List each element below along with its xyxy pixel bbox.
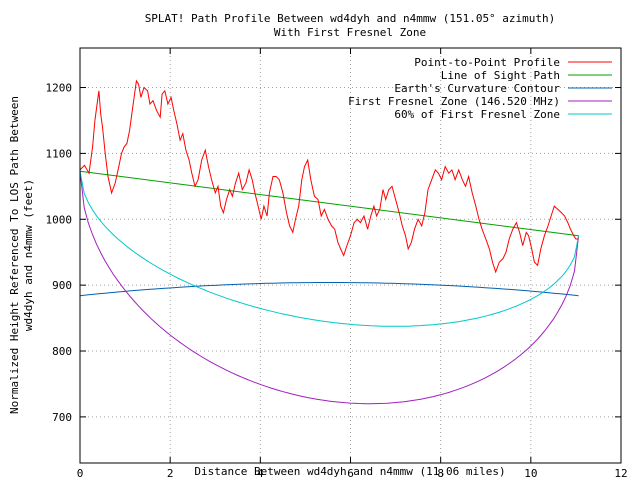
chart-title: SPLAT! Path Profile Between wd4dyh and n… xyxy=(145,12,556,25)
plot-series xyxy=(79,79,580,405)
x-tick-label: 8 xyxy=(437,467,444,480)
y-tick-label: 1100 xyxy=(46,147,73,160)
y-tick-label: 900 xyxy=(52,279,72,292)
legend-label-2: Earth's Curvature Contour xyxy=(394,82,560,95)
series-line-2 xyxy=(79,282,579,297)
x-tick-label: 4 xyxy=(257,467,264,480)
legend-label-3: First Fresnel Zone (146.520 MHz) xyxy=(348,95,560,108)
x-tick-label: 6 xyxy=(347,467,354,480)
y-tick-label: 1000 xyxy=(46,213,73,226)
axis-ticks: 0 2 4 6 8 10 12 700 800 900 1000 1100 1200 xyxy=(46,48,628,480)
series-line-4 xyxy=(79,171,580,327)
y-tick-label: 700 xyxy=(52,411,72,424)
legend-label-0: Point-to-Point Profile xyxy=(414,56,560,69)
chart-subtitle: With First Fresnel Zone xyxy=(274,26,426,39)
plot-frame xyxy=(79,47,622,464)
x-tick-label: 2 xyxy=(167,467,174,480)
x-axis-label: Distance Between wd4dyh and n4mmw (11.06… xyxy=(194,465,505,478)
legend-label-4: 60% of First Fresnel Zone xyxy=(394,108,560,121)
y-tick-label: 1200 xyxy=(46,82,73,95)
legend-label-1: Line of Sight Path xyxy=(441,69,560,82)
x-tick-label: 12 xyxy=(614,467,627,480)
series-line-3 xyxy=(79,171,580,405)
x-tick-label: 0 xyxy=(77,467,84,480)
series-line-1 xyxy=(79,170,579,237)
series-line-0 xyxy=(79,79,579,274)
y-axis-label-line2: wd4dyh and n4mmw (feet) xyxy=(22,179,35,331)
y-axis-label-line1: Normalized Height Referenced To LOS Path… xyxy=(8,96,21,414)
y-tick-label: 800 xyxy=(52,345,72,358)
x-tick-label: 10 xyxy=(524,467,537,480)
